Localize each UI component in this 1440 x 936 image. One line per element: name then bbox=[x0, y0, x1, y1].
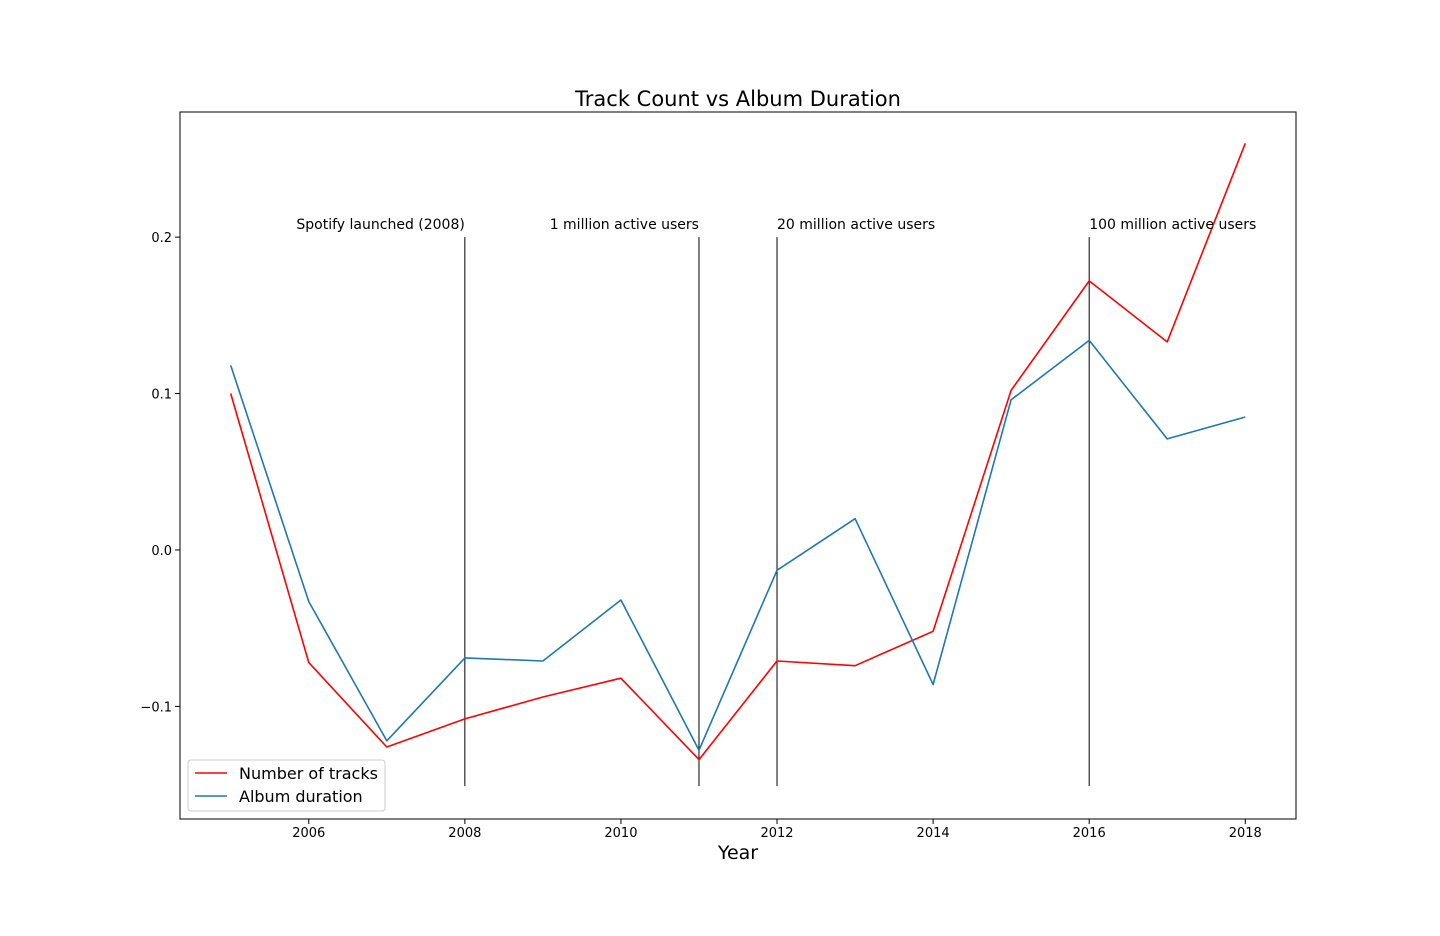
y-tick-label-2: 0.1 bbox=[151, 388, 172, 403]
annotation-label-20-million-active-users: 20 million active users bbox=[777, 217, 935, 233]
chart-title: Track Count vs Album Duration bbox=[574, 87, 901, 111]
x-axis-ticks: 2006 2008 2010 2012 2014 2016 2018 bbox=[292, 819, 1262, 841]
annotation-label-1-million-active-users: 1 million active users bbox=[550, 217, 699, 233]
x-tick-label-2018: 2018 bbox=[1229, 826, 1262, 841]
legend-label-album-duration: Album duration bbox=[239, 787, 363, 806]
annotation-lines bbox=[464, 237, 1090, 787]
annotation-label-100-million-active-users: 100 million active users bbox=[1089, 217, 1256, 233]
y-axis-ticks: −0.1 0.0 0.1 0.2 bbox=[140, 231, 180, 715]
x-axis-label: Year bbox=[717, 842, 758, 864]
y-tick-label-1: 0.0 bbox=[151, 544, 172, 559]
x-tick-label-2014: 2014 bbox=[917, 826, 950, 841]
series-line-number-of-tracks bbox=[229, 143, 1247, 761]
y-tick-label-0: −0.1 bbox=[140, 700, 172, 715]
annotation-labels: Spotify launched (2008) 1 million active … bbox=[296, 217, 1256, 233]
annotation-label-spotify-launched-2008: Spotify launched (2008) bbox=[296, 217, 464, 233]
legend-box bbox=[187, 759, 386, 812]
x-tick-label-2016: 2016 bbox=[1073, 826, 1106, 841]
y-tick-label-3: 0.2 bbox=[151, 231, 172, 246]
x-tick-label-2010: 2010 bbox=[604, 826, 637, 841]
x-tick-label-2008: 2008 bbox=[448, 826, 481, 841]
x-tick-label-2006: 2006 bbox=[292, 826, 325, 841]
legend-label-number-of-tracks: Number of tracks bbox=[239, 764, 378, 783]
legend: Number of tracks Album duration bbox=[187, 759, 386, 812]
x-tick-label-2012: 2012 bbox=[760, 826, 793, 841]
series-lines bbox=[229, 143, 1247, 761]
series-line-album-duration bbox=[229, 339, 1246, 752]
plot-frame bbox=[179, 111, 1297, 820]
